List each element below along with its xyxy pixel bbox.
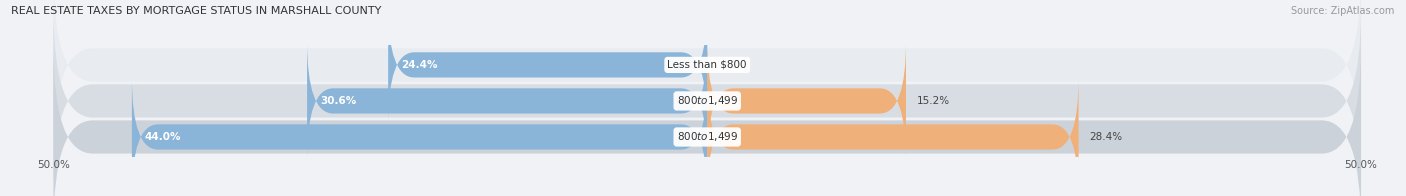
Text: REAL ESTATE TAXES BY MORTGAGE STATUS IN MARSHALL COUNTY: REAL ESTATE TAXES BY MORTGAGE STATUS IN … (11, 6, 381, 16)
FancyBboxPatch shape (132, 77, 707, 196)
FancyBboxPatch shape (307, 42, 707, 160)
Text: 24.4%: 24.4% (401, 60, 437, 70)
FancyBboxPatch shape (707, 42, 905, 160)
FancyBboxPatch shape (388, 5, 707, 124)
Text: 28.4%: 28.4% (1090, 132, 1122, 142)
Text: Less than $800: Less than $800 (668, 60, 747, 70)
Text: 15.2%: 15.2% (917, 96, 949, 106)
FancyBboxPatch shape (707, 77, 1078, 196)
Text: 0.0%: 0.0% (720, 60, 747, 70)
Text: Source: ZipAtlas.com: Source: ZipAtlas.com (1291, 6, 1395, 16)
Text: 30.6%: 30.6% (321, 96, 357, 106)
Text: $800 to $1,499: $800 to $1,499 (676, 94, 738, 107)
Text: 44.0%: 44.0% (145, 132, 181, 142)
FancyBboxPatch shape (53, 0, 1361, 156)
FancyBboxPatch shape (53, 9, 1361, 192)
FancyBboxPatch shape (53, 45, 1361, 196)
Text: $800 to $1,499: $800 to $1,499 (676, 131, 738, 143)
